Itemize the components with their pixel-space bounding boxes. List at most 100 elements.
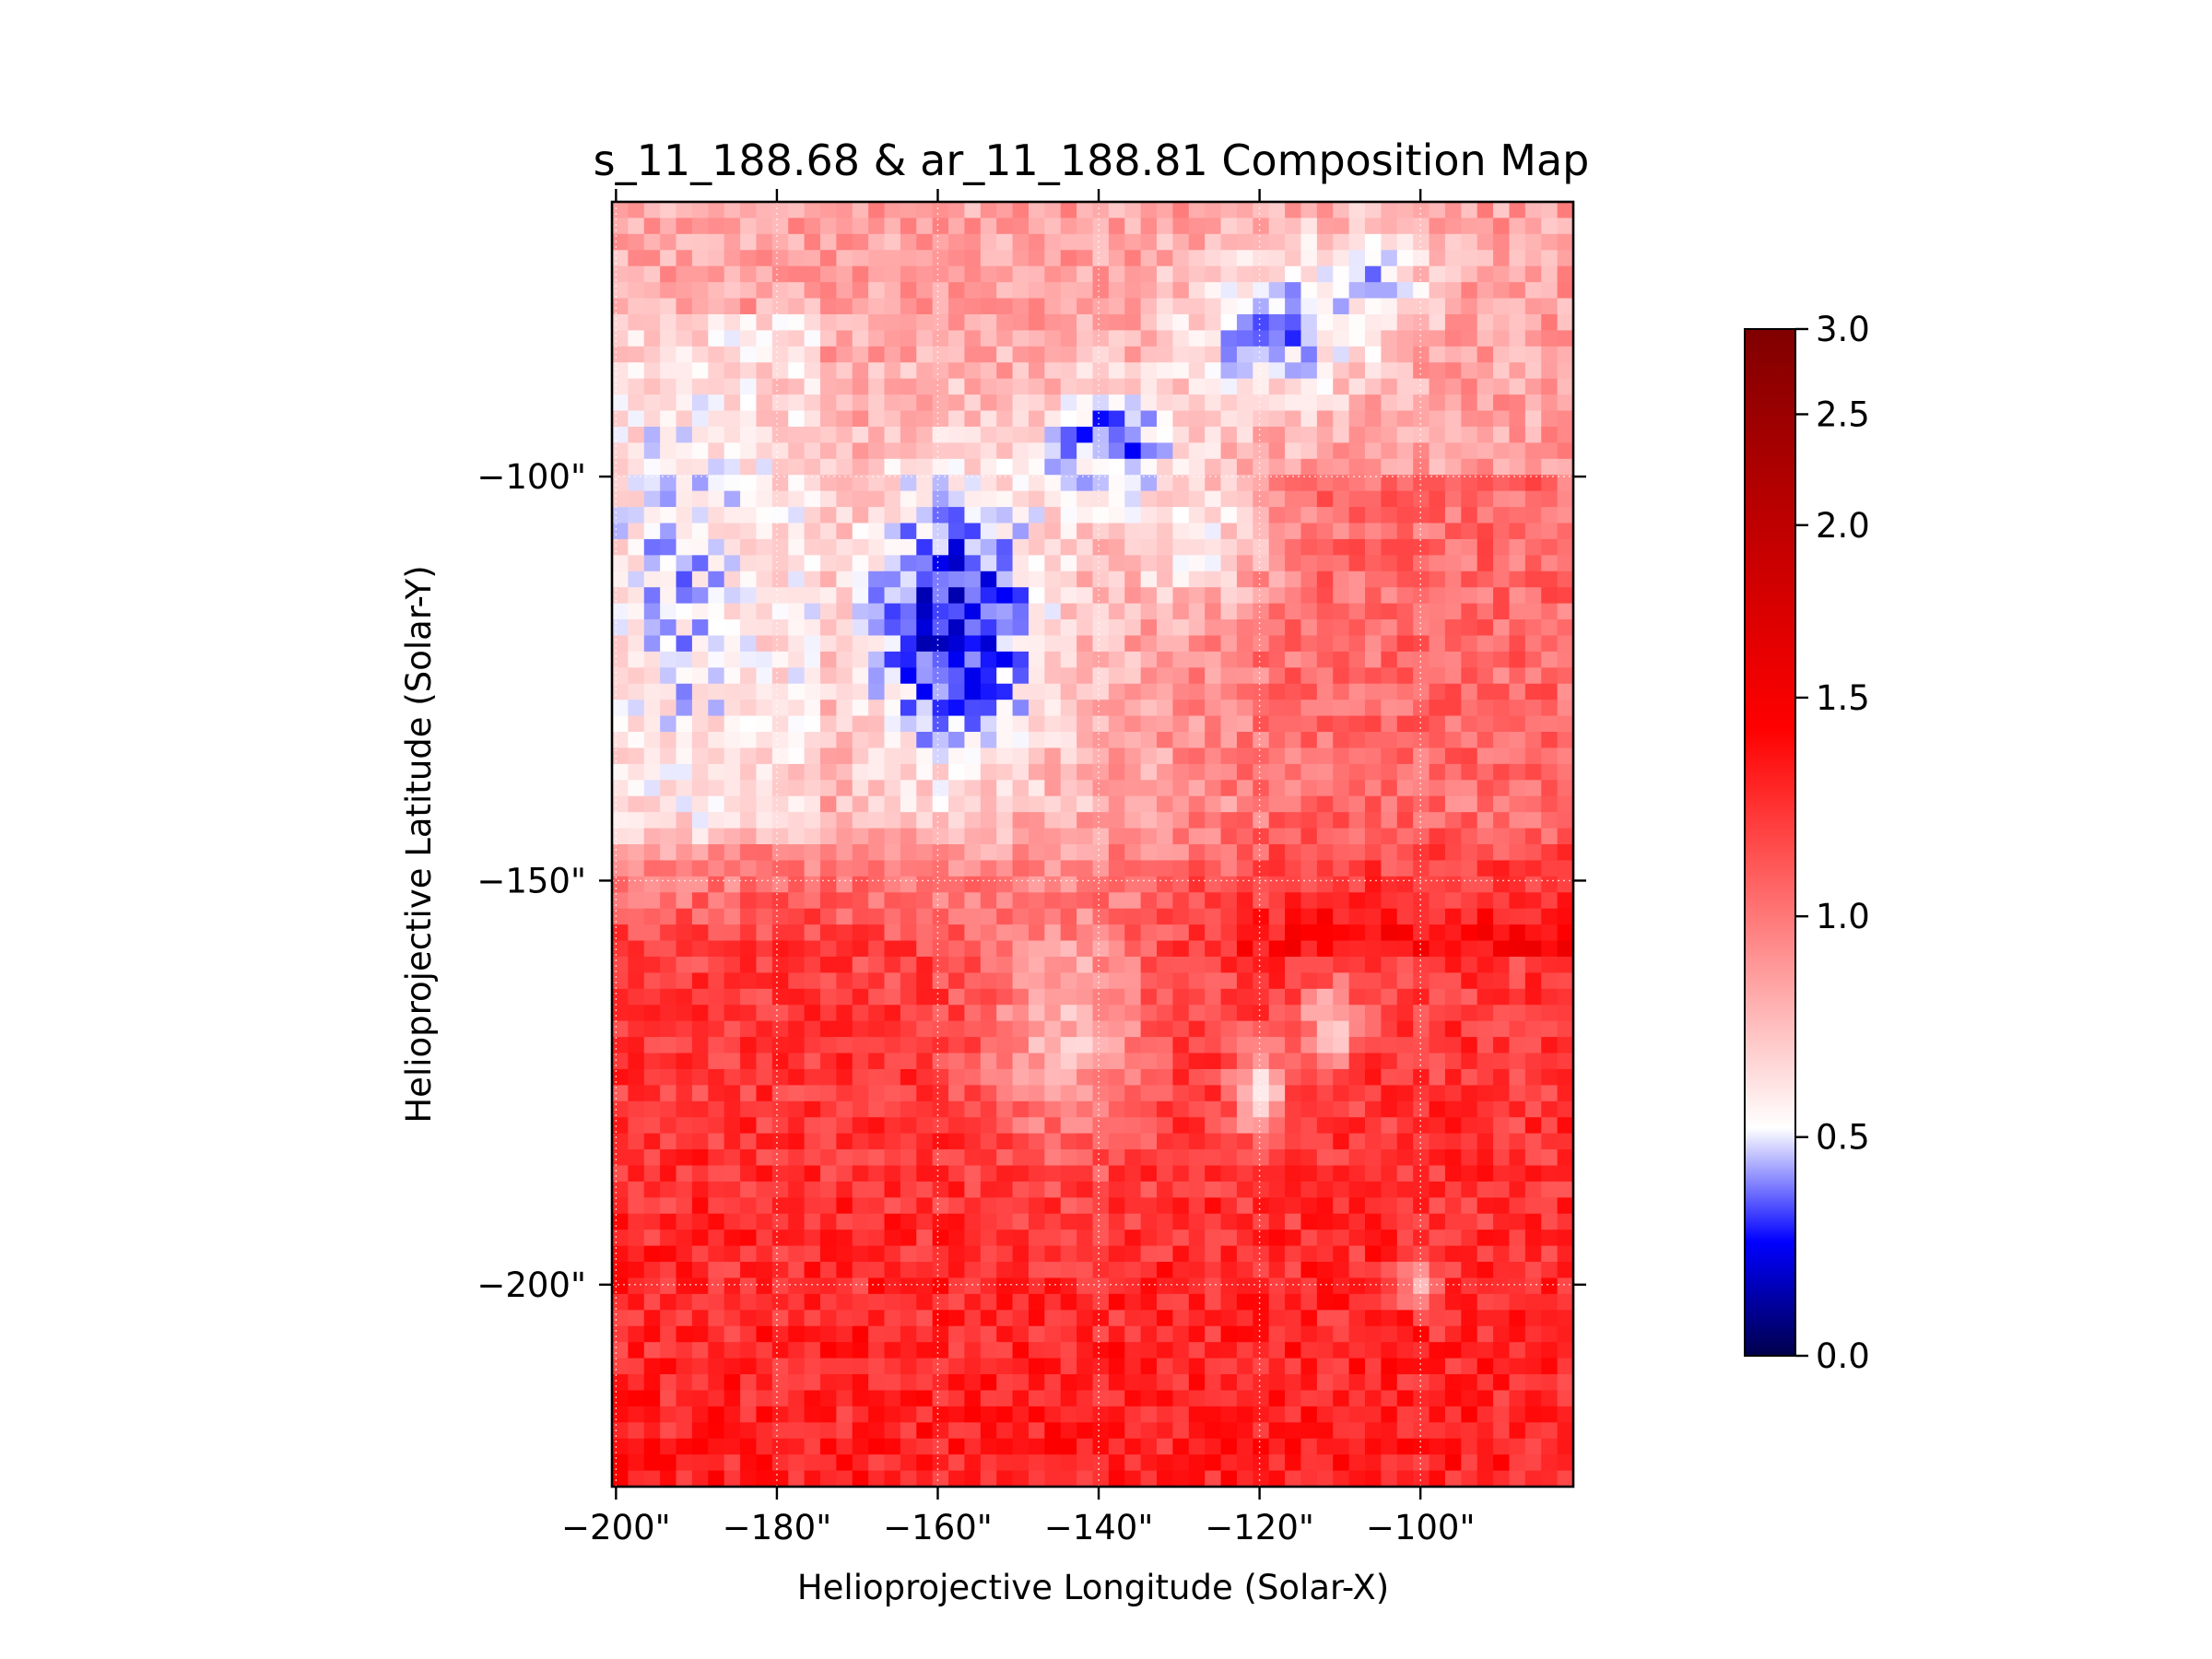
- heatmap-cell: [1092, 1133, 1110, 1150]
- heatmap-cell: [900, 635, 917, 653]
- heatmap-cell: [1300, 603, 1318, 620]
- heatmap-cell: [900, 233, 917, 251]
- heatmap-cell: [836, 1068, 853, 1086]
- heatmap-cell: [1172, 330, 1190, 347]
- heatmap-cell: [1205, 780, 1222, 797]
- heatmap-cell: [612, 1197, 629, 1215]
- heatmap-cell: [1524, 1230, 1542, 1247]
- heatmap-cell: [771, 603, 789, 620]
- heatmap-cell: [1012, 265, 1030, 283]
- heatmap-cell: [948, 972, 966, 990]
- heatmap-cell: [660, 458, 677, 476]
- heatmap-cell: [1092, 1149, 1110, 1167]
- heatmap-cell: [1124, 892, 1142, 910]
- heatmap-cell: [691, 1277, 709, 1295]
- heatmap-cell: [771, 346, 789, 363]
- heatmap-cell: [836, 265, 853, 283]
- heatmap-cell: [884, 1213, 901, 1230]
- heatmap-cell: [804, 507, 821, 524]
- heatmap-cell: [756, 908, 773, 925]
- heatmap-cell: [804, 876, 821, 893]
- heatmap-cell: [1157, 442, 1174, 460]
- heatmap-cell: [788, 250, 806, 267]
- heatmap-cell: [932, 265, 949, 283]
- heatmap-cell: [1172, 956, 1190, 973]
- heatmap-cell: [643, 410, 661, 428]
- heatmap-cell: [1461, 1053, 1478, 1070]
- heatmap-cell: [1205, 1165, 1222, 1182]
- heatmap-cell: [1253, 700, 1270, 717]
- heatmap-cell: [1124, 1342, 1142, 1359]
- heatmap-cell: [1028, 1470, 1045, 1488]
- heatmap-cell: [612, 635, 629, 653]
- heatmap-cell: [1012, 1342, 1030, 1359]
- heatmap-cell: [1509, 442, 1526, 460]
- heatmap-cell: [1157, 394, 1174, 412]
- heatmap-cell: [1236, 844, 1253, 862]
- heatmap-cell: [691, 795, 709, 813]
- heatmap-cell: [1285, 651, 1302, 668]
- heatmap-cell: [1524, 313, 1542, 332]
- heatmap-cell: [1429, 555, 1446, 572]
- heatmap-cell: [996, 538, 1014, 556]
- heatmap-cell: [932, 732, 949, 749]
- heatmap-cell: [1381, 780, 1398, 797]
- heatmap-cell: [1253, 876, 1270, 893]
- heatmap-cell: [1365, 490, 1382, 508]
- heatmap-cell: [643, 313, 661, 332]
- heatmap-cell: [788, 1358, 806, 1375]
- heatmap-cell: [948, 876, 966, 893]
- heatmap-cell: [1493, 1422, 1511, 1440]
- heatmap-cell: [724, 667, 741, 685]
- heatmap-cell: [1253, 828, 1270, 845]
- heatmap-cell: [1444, 747, 1462, 765]
- heatmap-cell: [1365, 683, 1382, 700]
- heatmap-cell: [1012, 1149, 1030, 1167]
- heatmap-cell: [1348, 1133, 1366, 1150]
- heatmap-cell: [1285, 635, 1302, 653]
- heatmap-cell: [1140, 1053, 1158, 1070]
- heatmap-cell: [643, 218, 661, 235]
- heatmap-cell: [884, 1277, 901, 1295]
- heatmap-cell: [788, 1068, 806, 1086]
- heatmap-cell: [819, 908, 837, 925]
- heatmap-cell: [1205, 442, 1222, 460]
- heatmap-cell: [1060, 844, 1077, 862]
- heatmap-cell: [804, 972, 821, 990]
- heatmap-cell: [1172, 1085, 1190, 1102]
- heatmap-cell: [643, 603, 661, 620]
- heatmap-cell: [756, 892, 773, 910]
- heatmap-cell: [804, 795, 821, 813]
- heatmap-cell: [771, 1133, 789, 1150]
- heatmap-cell: [1541, 715, 1559, 733]
- heatmap-cell: [612, 988, 629, 1006]
- heatmap-cell: [1396, 507, 1414, 524]
- heatmap-cell: [1333, 1230, 1350, 1247]
- heatmap-cell: [1413, 988, 1430, 1006]
- heatmap-cell: [788, 1037, 806, 1054]
- heatmap-cell: [1012, 233, 1030, 251]
- heatmap-cell: [1044, 442, 1062, 460]
- heatmap-cell: [1077, 972, 1094, 990]
- heatmap-cell: [836, 538, 853, 556]
- heatmap-cell: [1044, 780, 1062, 797]
- heatmap-cell: [1396, 924, 1414, 942]
- heatmap-cell: [708, 1213, 725, 1230]
- heatmap-cell: [1348, 250, 1366, 267]
- heatmap-cell: [1044, 1068, 1062, 1086]
- heatmap-cell: [1253, 1470, 1270, 1488]
- heatmap-cell: [1236, 940, 1253, 958]
- heatmap-cell: [1413, 1149, 1430, 1167]
- heatmap-cell: [1300, 1245, 1318, 1263]
- heatmap-cell: [1157, 218, 1174, 235]
- heatmap-cell: [771, 1117, 789, 1135]
- heatmap-cell: [1381, 828, 1398, 845]
- heatmap-cell: [1493, 265, 1511, 283]
- heatmap-cell: [900, 603, 917, 620]
- heatmap-cell: [691, 490, 709, 508]
- heatmap-cell: [804, 1165, 821, 1182]
- heatmap-cell: [1188, 330, 1206, 347]
- heatmap-cell: [691, 860, 709, 877]
- heatmap-cell: [1268, 635, 1286, 653]
- heatmap-cell: [868, 892, 886, 910]
